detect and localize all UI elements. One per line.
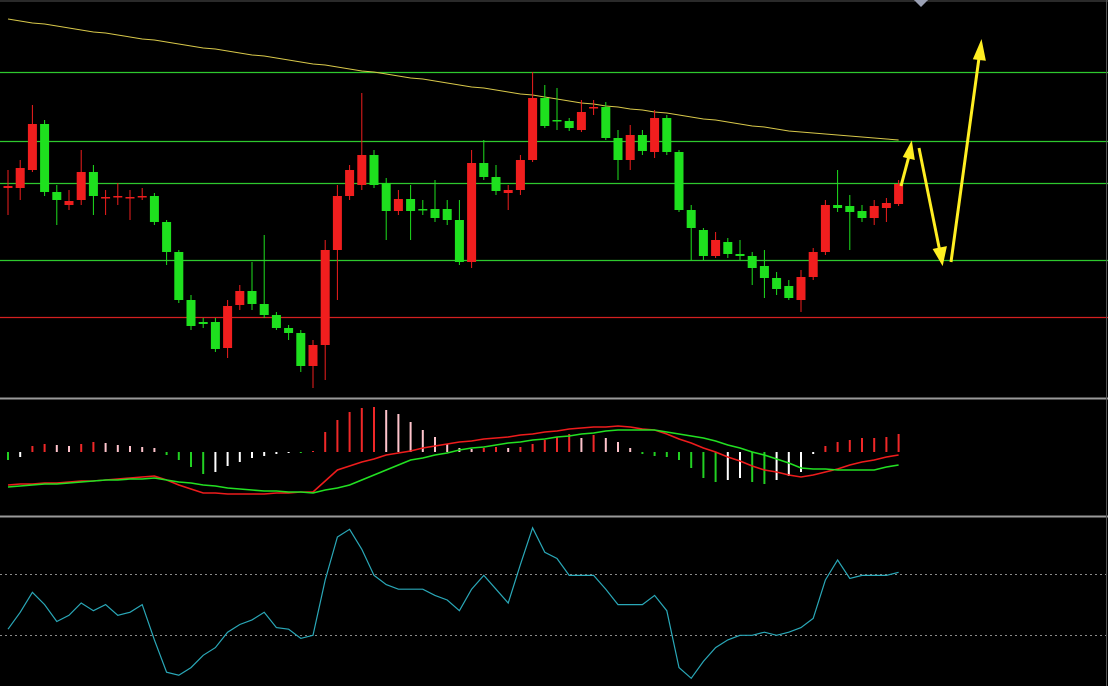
candle-body xyxy=(857,211,867,218)
candle-body xyxy=(15,168,25,188)
candle-body xyxy=(40,124,50,192)
candle-body xyxy=(308,345,318,366)
candle-body xyxy=(479,163,489,177)
candle-body xyxy=(345,170,355,196)
candle-body xyxy=(430,209,440,218)
candle-body xyxy=(747,256,757,268)
candle-body xyxy=(650,118,660,152)
candle-body xyxy=(3,186,13,188)
candle-body xyxy=(27,124,37,170)
candle-body xyxy=(235,291,245,305)
plot-layer xyxy=(0,18,1108,680)
candle-body xyxy=(833,205,843,208)
candle-body xyxy=(820,205,830,252)
candle-body xyxy=(796,277,806,300)
candle-body xyxy=(845,206,855,212)
candle-body xyxy=(540,98,550,126)
candle-body xyxy=(625,135,635,160)
candle-body xyxy=(674,152,684,210)
arrow-down xyxy=(917,147,942,253)
candle-body xyxy=(772,278,782,289)
candle-body xyxy=(52,192,62,200)
candle-body xyxy=(88,172,98,196)
candle-body xyxy=(320,250,330,345)
candle-body xyxy=(174,252,184,300)
candle-body xyxy=(552,120,562,122)
candle-body xyxy=(698,230,708,256)
candle-body xyxy=(64,201,74,205)
candle-body xyxy=(686,210,696,228)
candle-body xyxy=(467,163,477,262)
candle-body xyxy=(454,220,464,262)
arrow-head xyxy=(902,140,915,161)
projection-arrows xyxy=(899,38,986,267)
candle-body xyxy=(723,242,733,254)
candle-body xyxy=(247,291,257,304)
candle-body xyxy=(711,240,721,256)
candle-body xyxy=(784,286,794,298)
indicator-line xyxy=(7,526,899,680)
candle-body xyxy=(101,197,111,199)
candle-body xyxy=(637,135,647,151)
candle-body xyxy=(564,121,574,128)
candle-body xyxy=(662,118,672,152)
candle-body xyxy=(869,206,879,218)
candle-body xyxy=(503,190,513,193)
arrow-head xyxy=(972,38,986,61)
arrow-head xyxy=(932,246,947,267)
candle-body xyxy=(894,184,904,204)
candle-body xyxy=(76,172,86,200)
moving-average xyxy=(7,18,899,141)
candle-body xyxy=(735,254,745,256)
candle-body xyxy=(406,199,416,211)
candle-body xyxy=(808,252,818,277)
candle-body xyxy=(601,107,611,138)
candle-body xyxy=(357,155,367,185)
candle-body xyxy=(613,138,623,160)
candle-body xyxy=(223,306,233,348)
scroll-marker xyxy=(914,0,928,7)
candle-body xyxy=(881,203,891,208)
candle-body xyxy=(284,328,294,333)
candle-body xyxy=(259,304,269,315)
candle-body xyxy=(381,183,391,211)
candle-body xyxy=(393,199,403,211)
arrow-up-short xyxy=(899,155,911,187)
candle-body xyxy=(125,197,135,199)
candle-body xyxy=(418,209,428,211)
candle-body xyxy=(332,196,342,250)
candle-body xyxy=(576,112,586,130)
candle-body xyxy=(589,107,599,109)
candle-body xyxy=(442,209,452,220)
candle-body xyxy=(271,315,281,328)
candle-body xyxy=(515,160,525,190)
candle-body xyxy=(149,196,159,222)
candle-body xyxy=(162,222,172,252)
candle-body xyxy=(210,322,220,349)
candle-body xyxy=(198,322,208,324)
candle-body xyxy=(137,196,147,198)
candle-body xyxy=(491,177,501,191)
arrow-up-long xyxy=(949,57,981,263)
macd-line xyxy=(7,429,899,494)
candle-body xyxy=(528,98,538,160)
candle-body xyxy=(369,155,379,185)
candle-body xyxy=(296,333,306,366)
candle-body xyxy=(113,196,123,198)
candle-body xyxy=(759,266,769,278)
macd-line xyxy=(7,425,899,495)
candle-body xyxy=(186,300,196,326)
